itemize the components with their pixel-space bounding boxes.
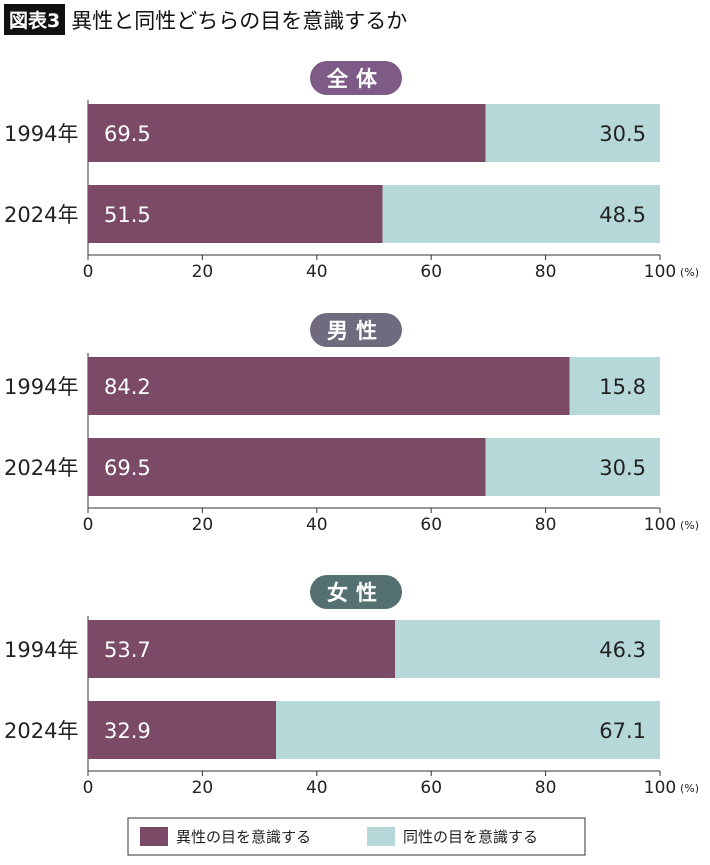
panel-badge [310,313,402,347]
x-tick-label: 0 [83,778,94,798]
x-tick-label: 20 [192,515,214,535]
category-label: 1994年 [4,122,78,146]
data-label: 53.7 [104,638,151,662]
category-label: 2024年 [4,719,78,743]
x-tick-label: 40 [306,778,328,798]
data-label: 48.5 [599,203,646,227]
data-label: 15.8 [599,375,646,399]
x-tick-label: 0 [83,515,94,535]
legend-label: 異性の目を意識する [176,828,311,846]
category-label: 1994年 [4,638,78,662]
figure-tag: 図表3 [4,4,66,35]
legend-swatch [140,827,168,846]
panel-label: 女性 [327,581,385,605]
panel-badge [310,61,402,95]
bar-segment [88,620,396,678]
legend-swatch [367,827,395,846]
legend-label: 同性の目を意識する [403,828,538,846]
category-label: 1994年 [4,375,78,399]
x-tick-label: 80 [535,515,557,535]
category-label: 2024年 [4,203,78,227]
x-tick-label: 80 [535,262,557,282]
data-label: 84.2 [104,375,151,399]
x-tick-label: 60 [420,515,442,535]
bar-segment [382,185,660,243]
x-tick-label: 0 [83,262,94,282]
category-label: 2024年 [4,456,78,480]
x-tick-label: 100 [644,515,676,535]
data-label: 30.5 [599,122,646,146]
data-label: 32.9 [104,719,151,743]
x-tick-label: 40 [306,262,328,282]
data-label: 69.5 [104,456,151,480]
x-tick-label: 60 [420,778,442,798]
x-unit-label: (%) [680,266,699,279]
bar-segment [569,357,660,415]
x-tick-label: 20 [192,262,214,282]
x-tick-label: 60 [420,262,442,282]
panel-badge [310,575,402,609]
bar-segment [395,620,660,678]
bar-segment [88,438,486,496]
bar-segment [276,701,660,759]
x-tick-label: 100 [644,262,676,282]
bar-segment [88,104,486,162]
x-tick-label: 20 [192,778,214,798]
x-tick-label: 100 [644,778,676,798]
legend-box [127,817,586,856]
bar-segment [88,701,277,759]
data-label: 30.5 [599,456,646,480]
x-unit-label: (%) [680,519,699,532]
x-tick-label: 80 [535,778,557,798]
data-label: 46.3 [599,638,646,662]
bar-segment [88,185,383,243]
data-label: 51.5 [104,203,151,227]
data-label: 69.5 [104,122,151,146]
title-text: 異性と同性どちらの目を意識するか [71,8,408,33]
x-unit-label: (%) [680,782,699,795]
x-tick-label: 40 [306,515,328,535]
bar-segment [88,357,570,415]
panel-label: 全体 [326,67,385,91]
bar-segment [485,104,660,162]
panel-label: 男性 [327,319,385,343]
data-label: 67.1 [599,719,646,743]
bar-segment [485,438,660,496]
chart-title: 図表3 異性と同性どちらの目を意識するか [4,4,407,35]
